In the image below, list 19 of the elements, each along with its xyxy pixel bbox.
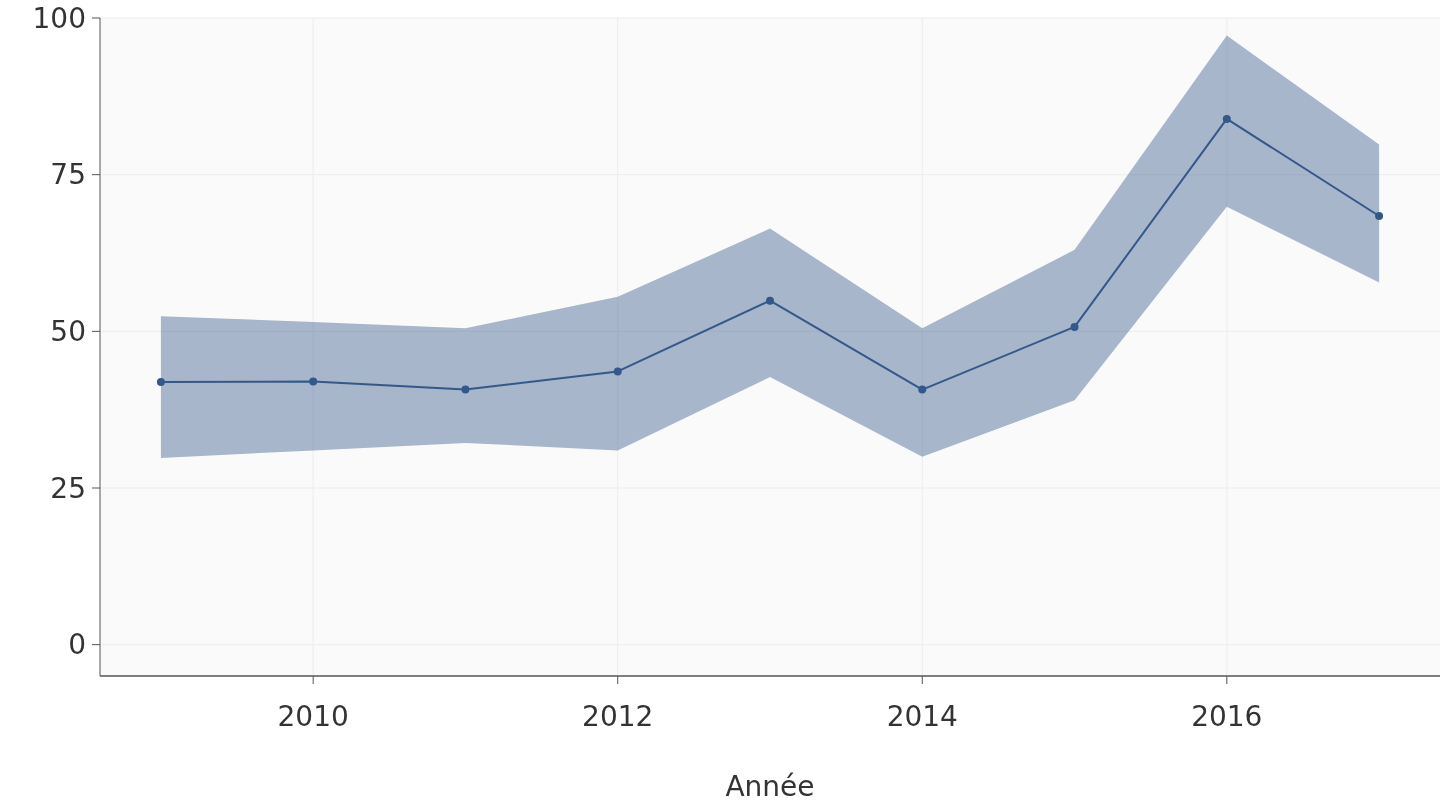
y-tick-label: 50 [50,315,86,349]
x-tick-label: 2016 [1191,700,1263,733]
x-axis-title: Année [725,770,815,803]
point [766,296,774,305]
point [1375,212,1384,221]
point [461,385,470,394]
point [156,378,165,387]
x-tick-label: 2010 [277,700,349,733]
y-tick-label: 75 [50,158,86,192]
y-tick-label: 25 [50,471,86,505]
y-tick-label: 0 [68,628,86,662]
x-tick-label: 2012 [582,700,654,733]
point [613,367,622,376]
y-tick-label: 100 [32,1,86,35]
x-tick-label: 2014 [886,700,958,733]
point [1222,114,1231,123]
point [309,377,318,386]
point [1070,322,1079,331]
point [918,385,927,394]
